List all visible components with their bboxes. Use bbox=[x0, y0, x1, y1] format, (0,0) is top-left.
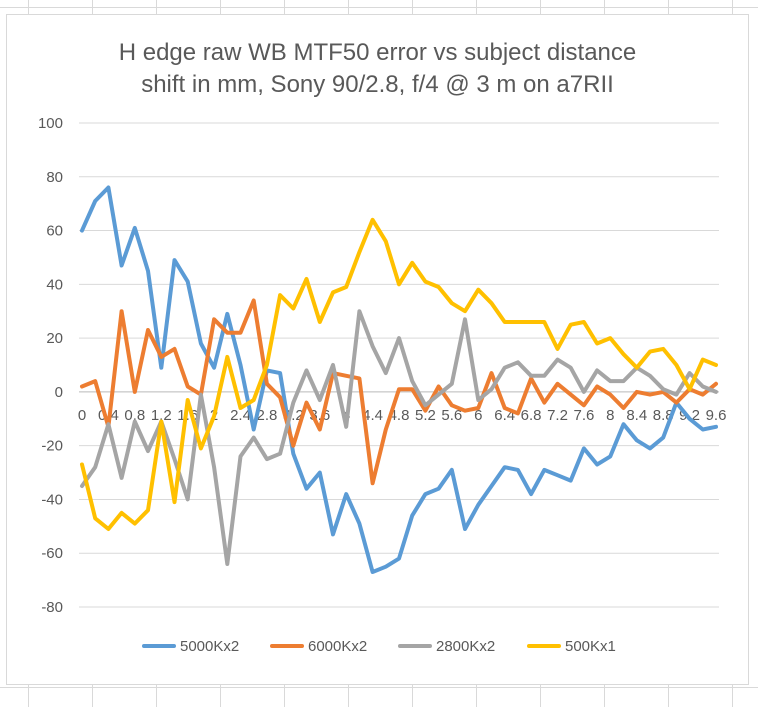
legend-label-5000kx2: 5000Kx2 bbox=[180, 638, 239, 655]
y-tick-label: 80 bbox=[46, 169, 63, 186]
y-tick-label: 60 bbox=[46, 223, 63, 240]
legend-label-2800kx2: 2800Kx2 bbox=[436, 638, 495, 655]
x-tick-label: 2.4 bbox=[230, 407, 251, 424]
x-tick-label: 1.2 bbox=[151, 407, 172, 424]
x-tick-label: 5.6 bbox=[441, 407, 462, 424]
chart-area[interactable]: H edge raw WB MTF50 error vs subject dis… bbox=[6, 14, 749, 685]
series-line-500kx1 bbox=[80, 217, 718, 531]
y-tick-label: 100 bbox=[38, 115, 63, 132]
chart-title: H edge raw WB MTF50 error vs subject dis… bbox=[7, 37, 748, 101]
x-tick-label: 8 bbox=[606, 407, 614, 424]
y-tick-label: -20 bbox=[41, 438, 63, 455]
chart-title-line-1: H edge raw WB MTF50 error vs subject dis… bbox=[118, 39, 637, 66]
x-tick-label: 6.8 bbox=[521, 407, 542, 424]
series-line-5000kx2 bbox=[80, 185, 718, 574]
x-tick-label: 7.6 bbox=[573, 407, 594, 424]
y-tick-label: 0 bbox=[55, 384, 63, 401]
series-line-6000kx2 bbox=[80, 298, 718, 486]
x-tick-label: 4.4 bbox=[362, 407, 383, 424]
x-tick-label: 8.4 bbox=[626, 407, 647, 424]
y-tick-label: -80 bbox=[41, 599, 63, 616]
y-tick-label: 40 bbox=[46, 276, 63, 293]
x-tick-label: 0 bbox=[78, 407, 86, 424]
y-tick-label: -60 bbox=[41, 545, 63, 562]
chart-title-line-2: shift in mm, Sony 90/2.8, f/4 @ 3 m on a… bbox=[141, 71, 614, 98]
x-tick-label: 2.8 bbox=[256, 407, 277, 424]
legend-label-500kx1: 500Kx1 bbox=[565, 638, 616, 655]
grid-row-line bbox=[0, 687, 758, 688]
y-tick-label: 20 bbox=[46, 330, 63, 347]
x-tick-label: 9.6 bbox=[706, 407, 727, 424]
x-tick-label: 6 bbox=[474, 407, 482, 424]
grid-row-line bbox=[0, 7, 758, 8]
y-tick-label: -40 bbox=[41, 491, 63, 508]
x-tick-label: 5.2 bbox=[415, 407, 436, 424]
series-line-2800kx2 bbox=[80, 309, 718, 566]
x-tick-label: 7.2 bbox=[547, 407, 568, 424]
legend-label-6000kx2: 6000Kx2 bbox=[308, 638, 367, 655]
x-tick-label: 0.8 bbox=[124, 407, 145, 424]
